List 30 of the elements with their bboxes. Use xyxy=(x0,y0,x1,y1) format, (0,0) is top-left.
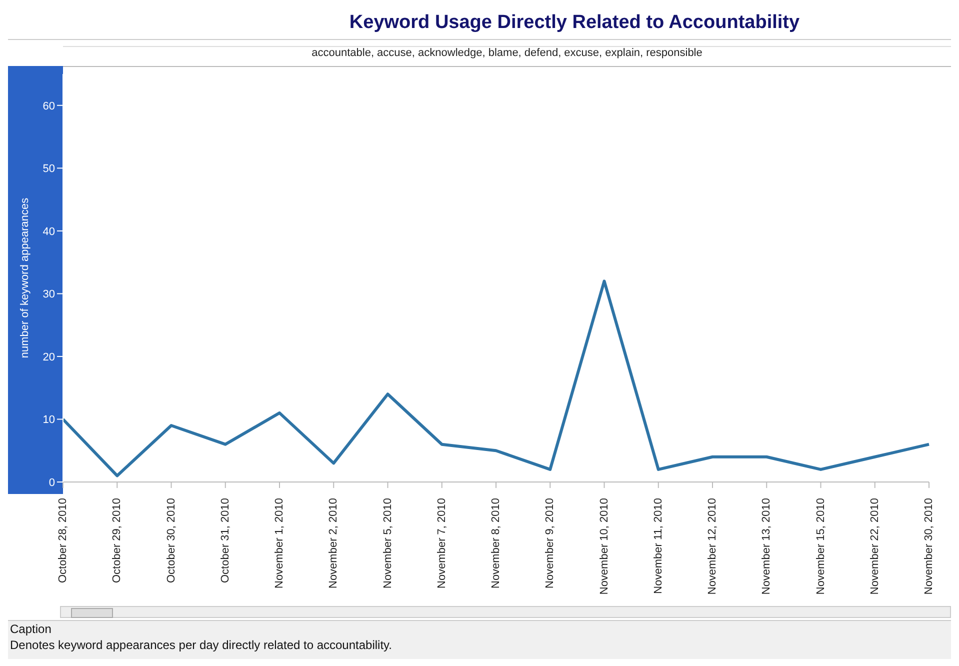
y-tick-label: 60 xyxy=(42,100,55,112)
x-tick-label: November 11, 2010 xyxy=(652,498,664,594)
x-tick-label: October 30, 2010 xyxy=(165,498,178,584)
x-tick-label: November 13, 2010 xyxy=(760,498,773,595)
y-tick-label: 20 xyxy=(42,351,55,364)
x-tick-label: November 7, 2010 xyxy=(436,498,448,588)
y-tick-label: 30 xyxy=(42,288,55,301)
chart-title: Keyword Usage Directly Related to Accountability xyxy=(8,8,951,40)
y-tick-label: 50 xyxy=(42,163,55,176)
line-series xyxy=(62,280,930,478)
x-tick-label: November 10, 2010 xyxy=(598,498,610,595)
x-tick-label: October 31, 2010 xyxy=(219,498,232,584)
y-tick-label: 10 xyxy=(42,414,55,426)
text: Denotes keyword appearances per day directly related to accountability. xyxy=(9,637,393,653)
x-tick-label: November 5, 2010 xyxy=(382,498,394,588)
x-tick-label: October 29, 2010 xyxy=(111,498,124,584)
y-axis-title: number of keyword appearances xyxy=(18,197,31,358)
y-tick-label: 40 xyxy=(42,226,55,238)
x-tick-label: November 22, 2010 xyxy=(868,498,881,595)
chart-subtitle: accountable, accuse, acknowledge, blame, defend, excuse, explain, responsible xyxy=(63,46,951,67)
x-tick-label: October 28, 2010 xyxy=(57,498,69,584)
y-tick-label: 0 xyxy=(48,476,55,489)
x-tick-label: November 2, 2010 xyxy=(328,498,340,588)
x-tick-label: November 8, 2010 xyxy=(490,498,502,588)
x-tick-label: November 1, 2010 xyxy=(274,498,286,588)
x-tick-label: November 15, 2010 xyxy=(814,498,827,595)
x-tick-label: November 9, 2010 xyxy=(544,498,556,588)
text: Caption xyxy=(9,621,52,637)
x-tick-label: November 30, 2010 xyxy=(923,498,935,595)
x-tick-label: November 12, 2010 xyxy=(706,498,718,595)
